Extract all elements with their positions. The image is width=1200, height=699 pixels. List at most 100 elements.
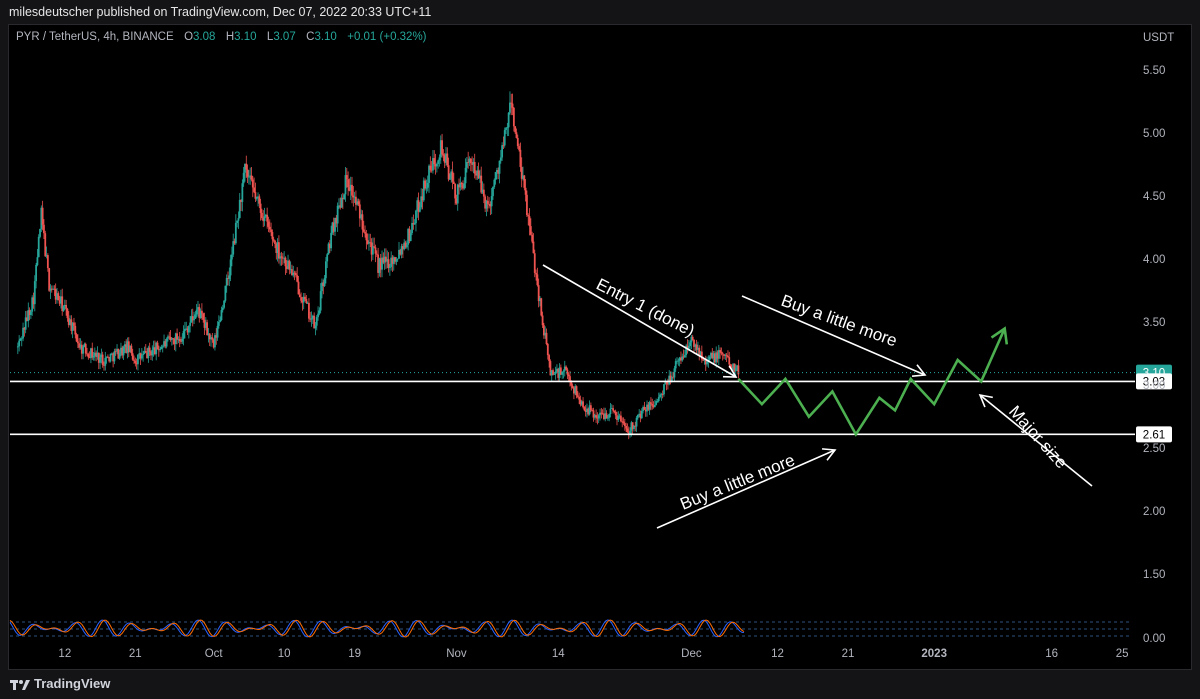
candle-body [319, 291, 322, 311]
candle-body [456, 184, 459, 204]
candle-body [689, 342, 691, 347]
candle-body [664, 381, 667, 385]
candle-body [677, 360, 680, 362]
price-axis-tick-label: 4.50 [1143, 191, 1165, 203]
candle-body [120, 347, 122, 354]
time-axis-tick-label: 19 [348, 648, 361, 660]
candle-body [23, 327, 26, 330]
candle-body [39, 228, 41, 237]
candle-body [690, 336, 693, 343]
candle-body [156, 342, 159, 350]
candle-body [591, 410, 594, 411]
candle-body [322, 282, 325, 287]
candle-body [365, 233, 368, 241]
candle-body [728, 357, 731, 365]
candle-body [412, 222, 415, 225]
candle-body [642, 407, 645, 411]
tradingview-brand[interactable]: TradingView [34, 676, 111, 691]
candle-body [616, 415, 618, 420]
candle-body [425, 187, 428, 189]
candle-body [238, 199, 241, 219]
candle-body [561, 371, 564, 375]
candle-body [713, 353, 716, 363]
candle-body [443, 155, 446, 163]
candle-body [650, 402, 652, 404]
candle-body [498, 160, 501, 174]
candle-body [672, 376, 675, 378]
candle-body [263, 216, 266, 222]
annotation-arrow-line [741, 295, 926, 376]
candle-body [727, 355, 729, 358]
candle-body [237, 218, 240, 221]
candle-body [152, 347, 155, 350]
candle-body [475, 173, 477, 176]
candle-body [596, 417, 599, 419]
candle-body [468, 158, 471, 163]
candle-body [686, 345, 689, 349]
candle-body [732, 363, 735, 371]
candle-body [274, 240, 276, 244]
time-axis-tick-label: 14 [552, 648, 565, 660]
candle-body [674, 361, 677, 369]
candle-body [629, 430, 631, 435]
candle-body [433, 158, 436, 165]
candle-body [302, 296, 305, 303]
candle-body [112, 353, 115, 362]
candle-body [524, 187, 527, 195]
symbol-legend: PYR / TetherUS, 4h, BINANCE O3.08 H3.10 … [16, 31, 427, 43]
candle-body [559, 367, 562, 375]
publish-info-text: milesdeutscher published on TradingView.… [9, 5, 432, 19]
candle-body [426, 182, 429, 188]
candle-body [236, 220, 239, 223]
candle-body [58, 300, 61, 304]
candle-body [19, 338, 22, 341]
time-axis-tick-label: 2023 [921, 648, 947, 660]
candle-body [494, 172, 497, 180]
candle-body [199, 310, 202, 319]
candle-body [270, 229, 272, 233]
candle-body [118, 353, 121, 359]
price-chart[interactable]: 3.10 3.03 2.61 Entry 1 (done) Buy a little … [0, 0, 1200, 670]
candle-body [455, 198, 458, 204]
candle-body [627, 432, 630, 435]
candle-body [733, 363, 736, 372]
candle-body [546, 344, 549, 356]
candle-body [96, 352, 99, 357]
candle-body [330, 232, 333, 249]
high-value: 3.10 [234, 31, 257, 43]
candle-body [403, 242, 406, 250]
candle-body [150, 351, 152, 356]
candle-body [597, 415, 600, 419]
candle-body [144, 351, 147, 353]
candle-body [328, 243, 331, 249]
candle-body [309, 318, 312, 320]
candle-body [182, 330, 185, 339]
candle-body [635, 417, 638, 427]
candle-body [446, 153, 449, 166]
candle-body [480, 175, 483, 193]
candle-body [638, 413, 641, 415]
candle-body [505, 127, 507, 131]
candle-body [298, 294, 301, 298]
candle-body [332, 222, 335, 232]
candle-body [62, 306, 65, 312]
candle-body [606, 417, 609, 419]
candle-body [311, 315, 314, 319]
candle-body [279, 256, 282, 259]
candle-body [404, 242, 407, 248]
candle-body [151, 349, 154, 356]
candle-body [283, 257, 286, 259]
candle-body [562, 370, 565, 372]
candle-body [382, 257, 385, 263]
candle-body [370, 242, 373, 255]
level-badge [1136, 426, 1172, 443]
candle-body [349, 184, 352, 191]
chart-frame[interactable] [8, 24, 1192, 670]
time-axis-tick-label: Dec [681, 648, 702, 660]
candle-body [630, 422, 633, 431]
candle-body [548, 355, 551, 362]
candle-body [612, 408, 614, 411]
candle-body [272, 239, 275, 241]
candle-body [643, 407, 646, 410]
candle-body [477, 170, 480, 179]
